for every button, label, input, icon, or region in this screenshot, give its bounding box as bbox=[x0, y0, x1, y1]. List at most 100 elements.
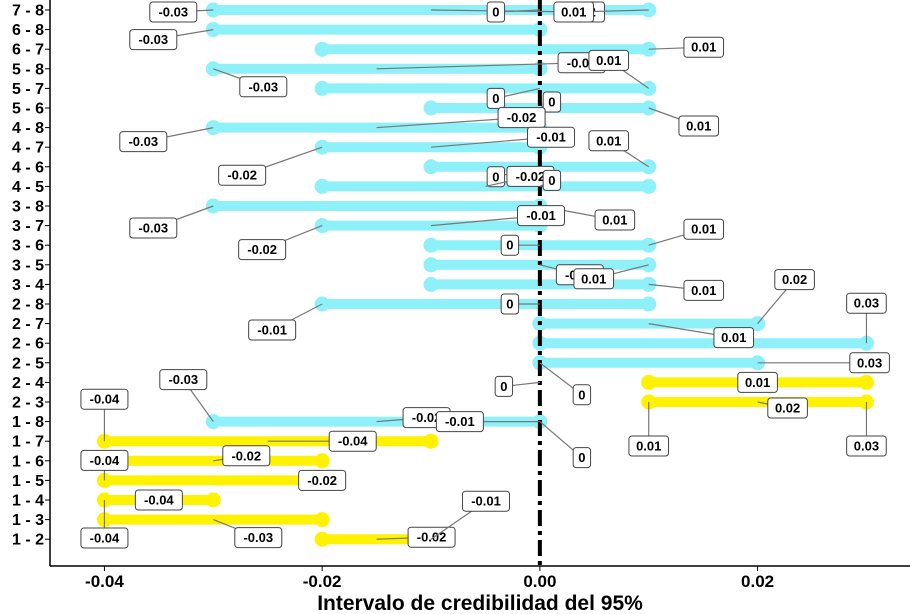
value-label: -0.02 bbox=[376, 107, 546, 129]
label-box bbox=[149, 1, 198, 23]
label-text: -0.02 bbox=[412, 410, 442, 425]
value-label: 0.01 bbox=[588, 130, 650, 168]
label-text: 0.01 bbox=[561, 5, 586, 20]
y-tick-label: 3 - 7 bbox=[12, 218, 44, 235]
label-text: -0.02 bbox=[227, 168, 257, 183]
value-label: 0.01 bbox=[628, 402, 670, 457]
y-tick-label: 1 - 6 bbox=[12, 453, 44, 470]
value-label: 0 bbox=[486, 166, 541, 188]
label-text: -0.04 bbox=[144, 493, 174, 508]
y-tick-label: 2 - 4 bbox=[12, 375, 44, 392]
value-label: 0.01 bbox=[553, 1, 649, 23]
label-text: -0.03 bbox=[138, 32, 168, 47]
label-text: 0.02 bbox=[782, 272, 807, 287]
label-box bbox=[849, 352, 890, 374]
label-box bbox=[80, 449, 129, 471]
interval-lower-point bbox=[423, 100, 439, 116]
interval-lower-point bbox=[314, 80, 330, 96]
label-text: -0.02 bbox=[231, 448, 261, 463]
label-leader-line bbox=[376, 62, 582, 70]
label-box bbox=[129, 29, 178, 51]
label-text: -0.01 bbox=[471, 494, 501, 509]
interval-lower-point bbox=[641, 374, 657, 390]
value-label: -0.01 bbox=[435, 411, 540, 433]
value-label: -0.02 bbox=[485, 165, 555, 187]
label-text: -0.02 bbox=[247, 242, 277, 257]
value-label: 0.01 bbox=[573, 264, 649, 290]
value-label: -0.04 bbox=[80, 449, 129, 481]
label-box bbox=[542, 169, 562, 191]
label-text: -0.01 bbox=[536, 130, 566, 145]
y-tick-label: 5 - 6 bbox=[12, 101, 44, 118]
value-label: -0.01 bbox=[430, 490, 511, 540]
label-text: 0 bbox=[492, 169, 499, 184]
value-label: -0.03 bbox=[213, 519, 283, 549]
label-box bbox=[119, 131, 168, 153]
value-label: 0 bbox=[539, 421, 592, 469]
label-text: -0.03 bbox=[138, 221, 168, 236]
value-label: 0.01 bbox=[588, 49, 650, 89]
value-label: 0 bbox=[539, 169, 562, 191]
interval-lower-point bbox=[205, 22, 221, 38]
value-label: -0.02 bbox=[218, 146, 323, 186]
label-box bbox=[407, 526, 456, 548]
interval-lower-point bbox=[423, 237, 439, 253]
label-box bbox=[846, 435, 887, 457]
value-label: 0.03 bbox=[846, 402, 887, 457]
label-box bbox=[497, 107, 546, 129]
label-box bbox=[737, 371, 778, 393]
value-label: 0.03 bbox=[757, 352, 890, 374]
value-label: 0.01 bbox=[648, 218, 725, 246]
value-label: 0 bbox=[486, 87, 541, 109]
interval-lower-point bbox=[423, 276, 439, 292]
y-tick-label: 5 - 8 bbox=[12, 61, 44, 78]
label-box bbox=[573, 268, 615, 290]
value-label: 0.01 bbox=[648, 107, 720, 137]
value-label: -0.02 bbox=[238, 225, 323, 261]
value-label: 0 bbox=[500, 293, 540, 315]
label-box bbox=[713, 327, 755, 349]
label-text: 0 bbox=[578, 387, 585, 402]
interval-upper-point bbox=[858, 374, 874, 390]
y-tick-label: 3 - 8 bbox=[12, 199, 44, 216]
y-tick-label: 2 - 5 bbox=[12, 355, 44, 372]
label-text: 0.03 bbox=[854, 296, 879, 311]
value-label: -0.01 bbox=[248, 303, 323, 341]
label-text: 0.01 bbox=[636, 439, 661, 454]
y-tick-label: 1 - 8 bbox=[12, 414, 44, 431]
label-text: 0.01 bbox=[745, 375, 770, 390]
label-text: -0.02 bbox=[516, 169, 546, 184]
x-tick-label: -0.04 bbox=[85, 572, 124, 591]
y-tick-label: 2 - 7 bbox=[12, 316, 44, 333]
label-box bbox=[527, 126, 576, 148]
label-box bbox=[486, 166, 506, 188]
interval-lower-point bbox=[314, 41, 330, 57]
label-box bbox=[159, 369, 208, 391]
y-tick-label: 3 - 4 bbox=[12, 277, 44, 294]
label-text: 0.01 bbox=[596, 133, 621, 148]
label-box bbox=[588, 49, 630, 71]
label-text: 0 bbox=[506, 297, 513, 312]
label-box bbox=[298, 469, 347, 491]
value-label: -0.03 bbox=[213, 68, 288, 98]
value-label: -0.04 bbox=[80, 388, 129, 442]
value-label: 0.01 bbox=[648, 279, 725, 301]
label-box bbox=[500, 293, 520, 315]
interval-upper-point bbox=[314, 512, 330, 528]
x-tick-label: 0.02 bbox=[741, 572, 774, 591]
label-text: 0 bbox=[492, 5, 499, 20]
label-leader-line bbox=[376, 117, 522, 129]
value-label: -0.01 bbox=[430, 205, 566, 227]
value-label: 0 bbox=[494, 375, 540, 397]
value-label: 0.01 bbox=[648, 36, 725, 58]
label-box bbox=[683, 279, 725, 301]
value-label: -0.03 bbox=[129, 205, 214, 239]
value-label: -0.04 bbox=[134, 489, 183, 511]
label-box bbox=[494, 375, 514, 397]
y-tick-label: 1 - 3 bbox=[12, 512, 44, 529]
label-box bbox=[239, 76, 288, 98]
label-text: 0.01 bbox=[596, 53, 621, 68]
interval-upper-point bbox=[205, 492, 221, 508]
y-tick-label: 2 - 3 bbox=[12, 395, 44, 412]
